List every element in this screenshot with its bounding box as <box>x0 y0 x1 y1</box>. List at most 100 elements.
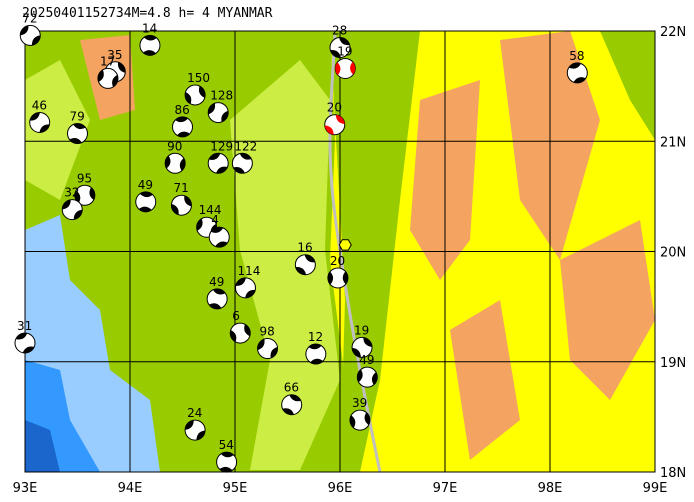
beachball-quadrant <box>210 227 224 233</box>
beachball-quadrant <box>245 289 256 298</box>
x-tick-label: 96E <box>328 481 353 496</box>
beachball <box>61 199 83 221</box>
event-label: 122 <box>234 139 257 153</box>
beachball-quadrant <box>177 131 190 137</box>
beachball <box>29 112 51 134</box>
beachball-quadrant <box>349 415 356 428</box>
beachball-quadrant <box>73 123 86 130</box>
beachball-quadrant <box>244 324 251 337</box>
beachball <box>170 194 192 216</box>
y-tick-label: 20N <box>660 246 686 261</box>
frame <box>24 30 656 473</box>
beachball-quadrant <box>282 408 295 415</box>
beachball-quadrant <box>215 241 228 248</box>
beachball-quadrant <box>138 206 152 212</box>
beachball-quadrant <box>196 430 206 441</box>
event-label: 4 <box>211 213 219 227</box>
beachball <box>329 37 351 59</box>
event-label: 71 <box>173 181 188 195</box>
beachball-quadrant <box>219 466 233 473</box>
beachball-quadrant <box>179 158 186 171</box>
beachball-quadrant <box>20 25 29 36</box>
event-label: 35 <box>107 48 122 62</box>
event-label: 28 <box>332 24 347 38</box>
x-tick-label: 95E <box>223 481 248 496</box>
beachball-quadrant <box>208 103 216 115</box>
beachball-quadrant <box>184 195 192 207</box>
beachball-quadrant <box>230 329 237 342</box>
event-label: 20 <box>330 254 345 268</box>
beachball <box>231 152 253 174</box>
beachball-quadrant <box>257 339 265 351</box>
beachball-quadrant <box>327 271 334 285</box>
beachball <box>229 322 251 344</box>
beachball-quadrant <box>364 412 370 426</box>
beachball <box>216 451 238 473</box>
beachball-quadrant <box>39 124 50 133</box>
beachball-quadrant <box>22 346 35 354</box>
beachball <box>207 152 229 174</box>
beachball-quadrant <box>342 271 348 285</box>
beachball-quadrant <box>112 74 118 87</box>
beachball <box>184 419 206 441</box>
event-label: 31 <box>17 319 32 333</box>
x-tick-label: 98E <box>538 481 563 496</box>
event-label: 54 <box>219 438 234 452</box>
event-label: 95 <box>77 171 92 185</box>
event-label: 49 <box>138 178 153 192</box>
beachball <box>14 332 36 354</box>
y-tick-label: 22N <box>660 25 686 40</box>
beachball-quadrant <box>73 209 83 220</box>
event-label: 19 <box>354 323 369 337</box>
event-label: 72 <box>22 11 37 25</box>
beachball-quadrant <box>324 125 334 135</box>
beachball-quadrant <box>212 288 226 295</box>
beachball <box>235 277 256 299</box>
beachball-quadrant <box>330 49 341 58</box>
beachball-quadrant <box>165 155 171 169</box>
beachball-quadrant <box>304 254 316 263</box>
beachball <box>139 34 161 56</box>
map-title: 20250401152734M=4.8 h= 4 MYANMAR <box>22 6 273 21</box>
beachball-quadrant <box>335 62 341 76</box>
beachball <box>164 152 186 174</box>
event-label: 20 <box>327 101 342 115</box>
beachball-quadrant <box>117 62 126 73</box>
beachball-quadrant <box>29 112 40 121</box>
beachball-quadrant <box>220 452 234 458</box>
event-label: 39 <box>352 396 367 410</box>
beachball <box>324 114 346 136</box>
beachball-quadrant <box>139 191 153 198</box>
beachball-quadrant <box>352 347 361 358</box>
event-label: 6 <box>232 309 240 323</box>
beachball <box>172 116 193 138</box>
beachball <box>334 57 356 79</box>
beachball-quadrant <box>175 116 188 123</box>
beachball-quadrant <box>289 394 301 402</box>
beachball-quadrant <box>573 77 586 83</box>
beachball-quadrant <box>208 303 222 309</box>
beachball <box>208 226 230 248</box>
event-label: 128 <box>210 89 233 103</box>
beachball-quadrant <box>235 277 246 286</box>
beachball-quadrant <box>196 218 203 231</box>
x-tick-label: 99E <box>643 481 668 496</box>
beachball-quadrant <box>185 420 194 430</box>
y-tick-label: 19N <box>660 356 686 371</box>
beachball-quadrant <box>198 86 206 98</box>
beachball-quadrant <box>363 337 373 347</box>
beachball <box>349 409 371 431</box>
beachball-quadrant <box>216 166 228 174</box>
beachball <box>19 24 41 46</box>
event-label: 14 <box>142 21 157 35</box>
beachball-quadrant <box>15 333 28 340</box>
beachball <box>257 338 279 360</box>
beachball-quadrant <box>69 137 82 144</box>
beachball-quadrant <box>568 62 582 69</box>
beachball <box>184 84 206 106</box>
beachball <box>207 102 229 124</box>
event-label: 90 <box>167 139 182 153</box>
event-label: 98 <box>260 325 275 339</box>
